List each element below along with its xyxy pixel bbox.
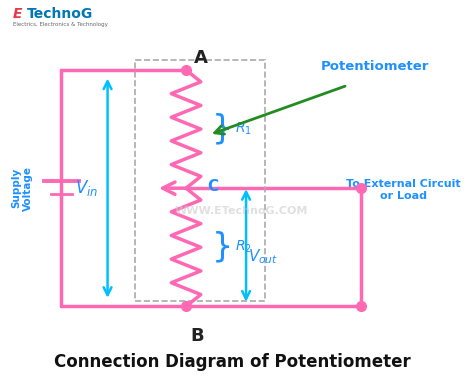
Text: To External Circuit
or Load: To External Circuit or Load [346, 179, 460, 201]
Text: $V_{out}$: $V_{out}$ [248, 247, 279, 266]
Text: }: } [211, 231, 233, 264]
Text: Potentiometer: Potentiometer [321, 60, 429, 73]
Text: A: A [194, 49, 208, 67]
Text: }: } [211, 113, 233, 146]
Text: C: C [207, 179, 218, 194]
Text: $R_1$: $R_1$ [235, 121, 251, 137]
Text: E: E [13, 7, 22, 21]
Text: $R_2$: $R_2$ [235, 239, 251, 255]
Text: Electrics, Electronics & Technology: Electrics, Electronics & Technology [13, 22, 108, 27]
Text: Supply
Voltage: Supply Voltage [11, 166, 33, 211]
Text: $V_{in}$: $V_{in}$ [75, 178, 99, 198]
Text: Connection Diagram of Potentiometer: Connection Diagram of Potentiometer [54, 353, 410, 371]
Bar [135, 60, 264, 301]
Text: WWW.ETechnoG.COM: WWW.ETechnoG.COM [175, 206, 308, 216]
Text: TechnoG: TechnoG [27, 7, 93, 21]
Text: B: B [191, 327, 204, 345]
